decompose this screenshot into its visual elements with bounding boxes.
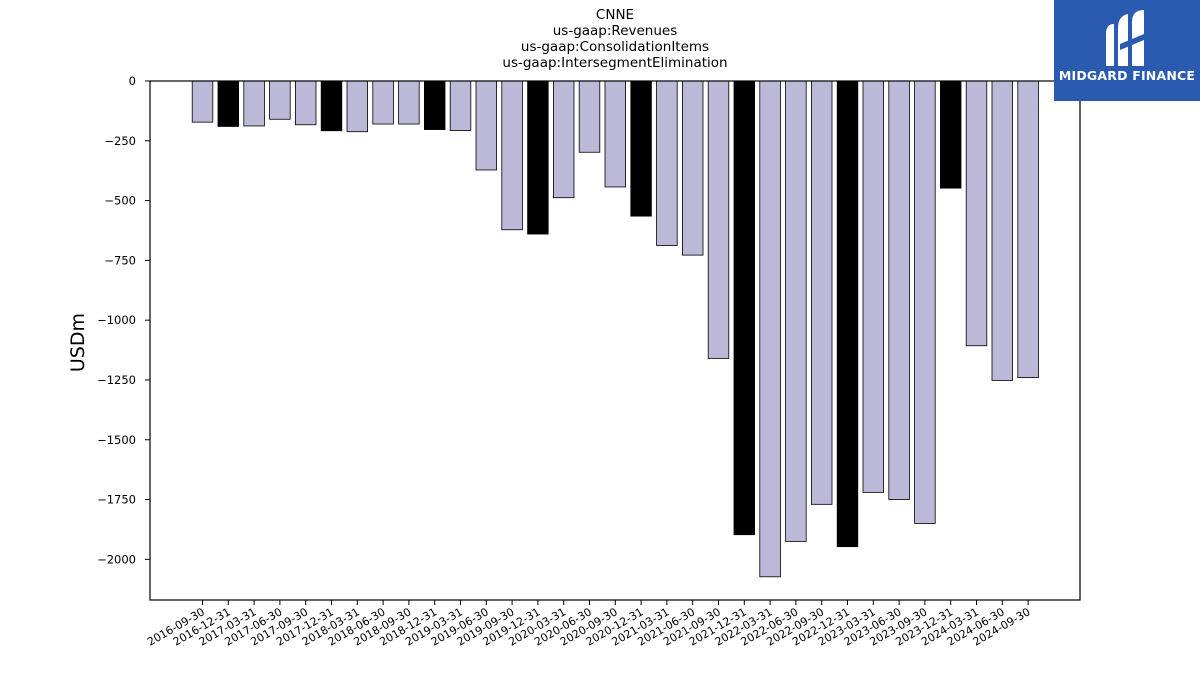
bar-2017-09-30 bbox=[294, 80, 317, 126]
bar-2022-06-30 bbox=[785, 80, 807, 542]
bar-2019-12-31 bbox=[527, 80, 549, 235]
logo-text: MIDGARD FINANCE bbox=[1058, 68, 1196, 83]
midgard-finance-logo: MIDGARD FINANCE bbox=[1054, 0, 1200, 101]
bar-2017-03-31 bbox=[243, 80, 265, 127]
y-tick-label: 0 bbox=[129, 74, 136, 88]
bar-2023-12-31 bbox=[940, 80, 962, 189]
bar-2021-09-30 bbox=[707, 80, 730, 359]
bar-2024-03-31 bbox=[965, 80, 988, 347]
bar-2020-06-30 bbox=[578, 80, 601, 153]
y-tick-label: −1250 bbox=[97, 373, 136, 387]
y-axis-label: USDm bbox=[67, 313, 89, 372]
y-tick-label: −1500 bbox=[97, 433, 136, 447]
midgard-logo-icon bbox=[1106, 10, 1144, 66]
chart-title-line-4: us-gaap:IntersegmentElimination bbox=[502, 55, 728, 71]
chart-title-line-2: us-gaap:Revenues bbox=[552, 23, 678, 39]
bar-2019-03-31 bbox=[449, 80, 472, 131]
y-tick-label: −250 bbox=[104, 134, 136, 148]
bar-2018-09-30 bbox=[398, 80, 420, 125]
bar-2018-12-31 bbox=[423, 80, 446, 130]
bar-2023-06-30 bbox=[888, 80, 910, 500]
bar-2020-12-31 bbox=[630, 80, 652, 217]
bar-2023-09-30 bbox=[914, 80, 936, 524]
bar-2017-06-30 bbox=[269, 80, 291, 120]
bar-2018-06-30 bbox=[372, 80, 394, 125]
y-tick-label: −2000 bbox=[97, 552, 136, 566]
bar-2016-12-31 bbox=[217, 80, 240, 127]
y-tick-label: −1000 bbox=[97, 313, 136, 327]
y-tick-label: −500 bbox=[104, 194, 136, 208]
bar-2021-12-31 bbox=[733, 80, 756, 536]
bar-2022-12-31 bbox=[836, 80, 859, 548]
y-tick-label: −750 bbox=[104, 253, 136, 267]
bar-2020-09-30 bbox=[604, 80, 627, 188]
bar-2021-03-31 bbox=[656, 80, 678, 246]
chart-title-line-1: CNNE bbox=[595, 7, 635, 23]
bar-2021-06-30 bbox=[682, 80, 704, 256]
bar-2019-09-30 bbox=[501, 80, 523, 231]
bar-2018-03-31 bbox=[346, 80, 369, 133]
chart-title-line-3: us-gaap:ConsolidationItems bbox=[520, 39, 710, 55]
bar-2024-09-30 bbox=[1017, 80, 1039, 378]
bar-2023-03-31 bbox=[862, 80, 885, 493]
bar-2019-06-30 bbox=[475, 80, 498, 171]
bar-2017-12-31 bbox=[320, 80, 343, 132]
bar-2020-03-31 bbox=[553, 80, 575, 199]
bar-2016-09-30 bbox=[191, 80, 214, 123]
bar-2022-09-30 bbox=[811, 80, 833, 505]
y-tick-label: −1750 bbox=[97, 493, 136, 507]
bar-2022-03-31 bbox=[759, 80, 781, 578]
bar-2024-06-30 bbox=[991, 80, 1014, 381]
